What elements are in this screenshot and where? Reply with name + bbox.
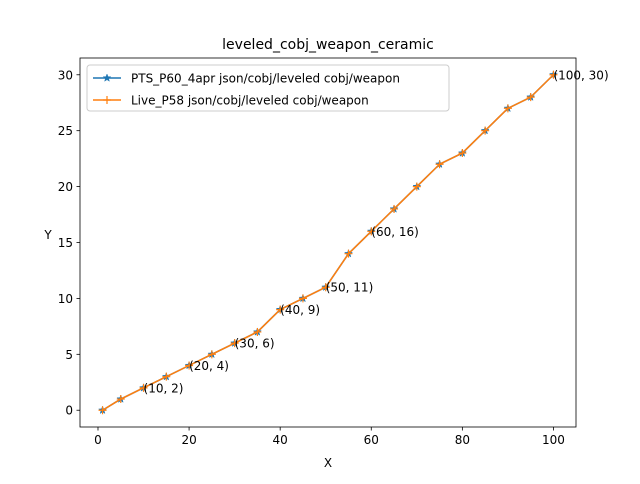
series-point-2 xyxy=(503,104,512,113)
series-point-2 xyxy=(549,70,558,79)
legend-swatch-marker xyxy=(103,96,111,104)
y-tick-label: 5 xyxy=(65,348,73,362)
data-label: (100, 30) xyxy=(553,68,608,82)
series-point-2 xyxy=(253,327,262,336)
y-tick-label: 0 xyxy=(65,404,73,418)
legend-box xyxy=(86,64,450,112)
x-tick-label: 80 xyxy=(455,433,470,447)
y-axis-label: Y xyxy=(43,228,52,242)
series-point-2 xyxy=(321,283,330,292)
data-label: (20, 4) xyxy=(189,359,229,373)
data-label: (10, 2) xyxy=(144,381,184,395)
y-tick-label: 20 xyxy=(58,180,73,194)
series-point-2 xyxy=(481,126,490,135)
data-label: (40, 9) xyxy=(280,303,320,317)
series-point-2 xyxy=(98,406,107,415)
x-tick-label: 60 xyxy=(364,433,379,447)
legend-label: PTS_P60_4apr json/cobj/leveled cobj/weap… xyxy=(131,72,400,86)
x-tick-label: 0 xyxy=(94,433,102,447)
x-tick-label: 40 xyxy=(273,433,288,447)
x-tick-label: 20 xyxy=(181,433,196,447)
series-point-2 xyxy=(367,227,376,236)
y-tick-label: 30 xyxy=(58,68,73,82)
x-axis-label: X xyxy=(324,456,332,470)
series-point-2 xyxy=(458,149,467,158)
y-tick-label: 15 xyxy=(58,236,73,250)
series-point-2 xyxy=(344,249,353,258)
plot-area: 0 20 40 60 80 100 0 5 10 15 20 25 30 (10, 2) (20, 4) (3… xyxy=(58,57,609,447)
series-point-2 xyxy=(185,361,194,370)
legend-label: Live_P58 json/cobj/leveled cobj/weapon xyxy=(131,94,369,108)
series-point-2 xyxy=(162,372,171,381)
series-point-2 xyxy=(139,383,148,392)
y-tick-label: 25 xyxy=(58,124,73,138)
chart-title: leveled_cobj_weapon_ceramic xyxy=(222,37,434,53)
series-point-2 xyxy=(526,93,535,102)
legend-swatch-marker xyxy=(102,73,112,82)
series-point-2 xyxy=(412,182,421,191)
legend: PTS_P60_4apr json/cobj/leveled cobj/weap… xyxy=(86,64,450,112)
data-label: (60, 16) xyxy=(371,225,419,239)
series-point-2 xyxy=(435,160,444,169)
series-point-2 xyxy=(390,204,399,213)
y-tick-label: 10 xyxy=(58,292,73,306)
series-point-2 xyxy=(276,305,285,314)
data-label: (50, 11) xyxy=(326,281,374,295)
x-tick-label: 100 xyxy=(542,433,565,447)
plot-frame xyxy=(79,57,577,428)
series-point-2 xyxy=(230,339,239,348)
series-point-2 xyxy=(207,350,216,359)
series-point-2 xyxy=(116,395,125,404)
series-point-2 xyxy=(298,294,307,303)
data-label: (30, 6) xyxy=(235,337,275,351)
